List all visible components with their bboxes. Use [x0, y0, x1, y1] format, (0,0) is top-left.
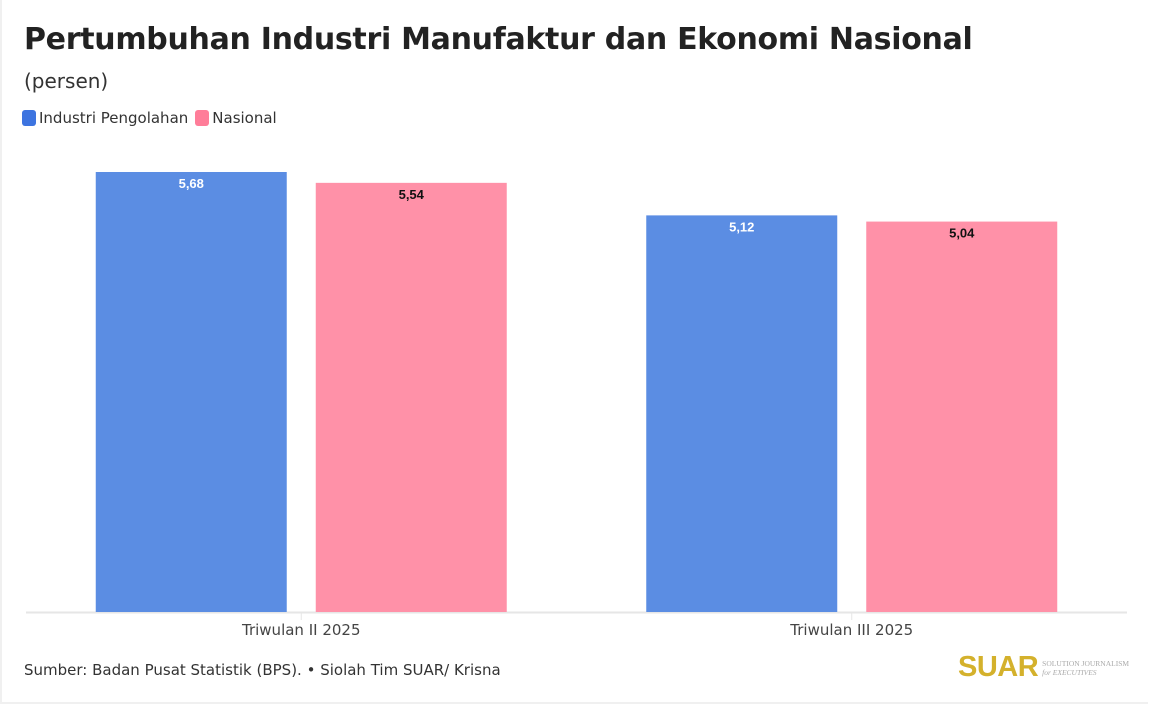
x-tick-label: Triwulan III 2025 [789, 621, 913, 639]
logo-mark: SUAR [958, 651, 1039, 683]
bar-nasional-2 [866, 221, 1058, 613]
bar-industri-pengolahan-1 [95, 172, 287, 612]
source-note: Sumber: Badan Pusat Statistik (BPS). • S… [24, 661, 501, 679]
suar-logo: SUAR SOLUTION JOURNALISM for EXECUTIVES [958, 651, 1129, 684]
data-label-nasional-2: 5,04 [949, 226, 975, 241]
legend-swatch-nasional [195, 110, 210, 126]
legend-item-industri-pengolahan[interactable]: Industri Pengolahan [22, 109, 188, 127]
legend-item-nasional[interactable]: Nasional [195, 109, 277, 127]
chart-title: Pertumbuhan Industri Manufaktur dan Ekon… [24, 22, 973, 57]
data-label-industri-pengolahan-2: 5,12 [729, 219, 754, 234]
data-label-nasional-1: 5,54 [399, 187, 425, 202]
logo-tagline: SOLUTION JOURNALISM for EXECUTIVES [1042, 659, 1129, 677]
data-label-industri-pengolahan-1: 5,68 [179, 176, 204, 191]
bar-industri-pengolahan-2 [646, 215, 838, 612]
bar-nasional-1 [315, 182, 507, 612]
logo-tagline-line-1: SOLUTION JOURNALISM [1042, 658, 1130, 668]
legend-label: Industri Pengolahan [39, 109, 189, 127]
legend-swatch-industri-pengolahan [22, 110, 36, 126]
x-tick-label: Triwulan II 2025 [241, 621, 361, 639]
logo-tagline-line-2: for EXECUTIVES [1042, 667, 1097, 677]
chart-subtitle: (persen) [24, 69, 109, 93]
legend: Industri Pengolahan Nasional [22, 109, 284, 127]
legend-label: Nasional [212, 109, 277, 127]
